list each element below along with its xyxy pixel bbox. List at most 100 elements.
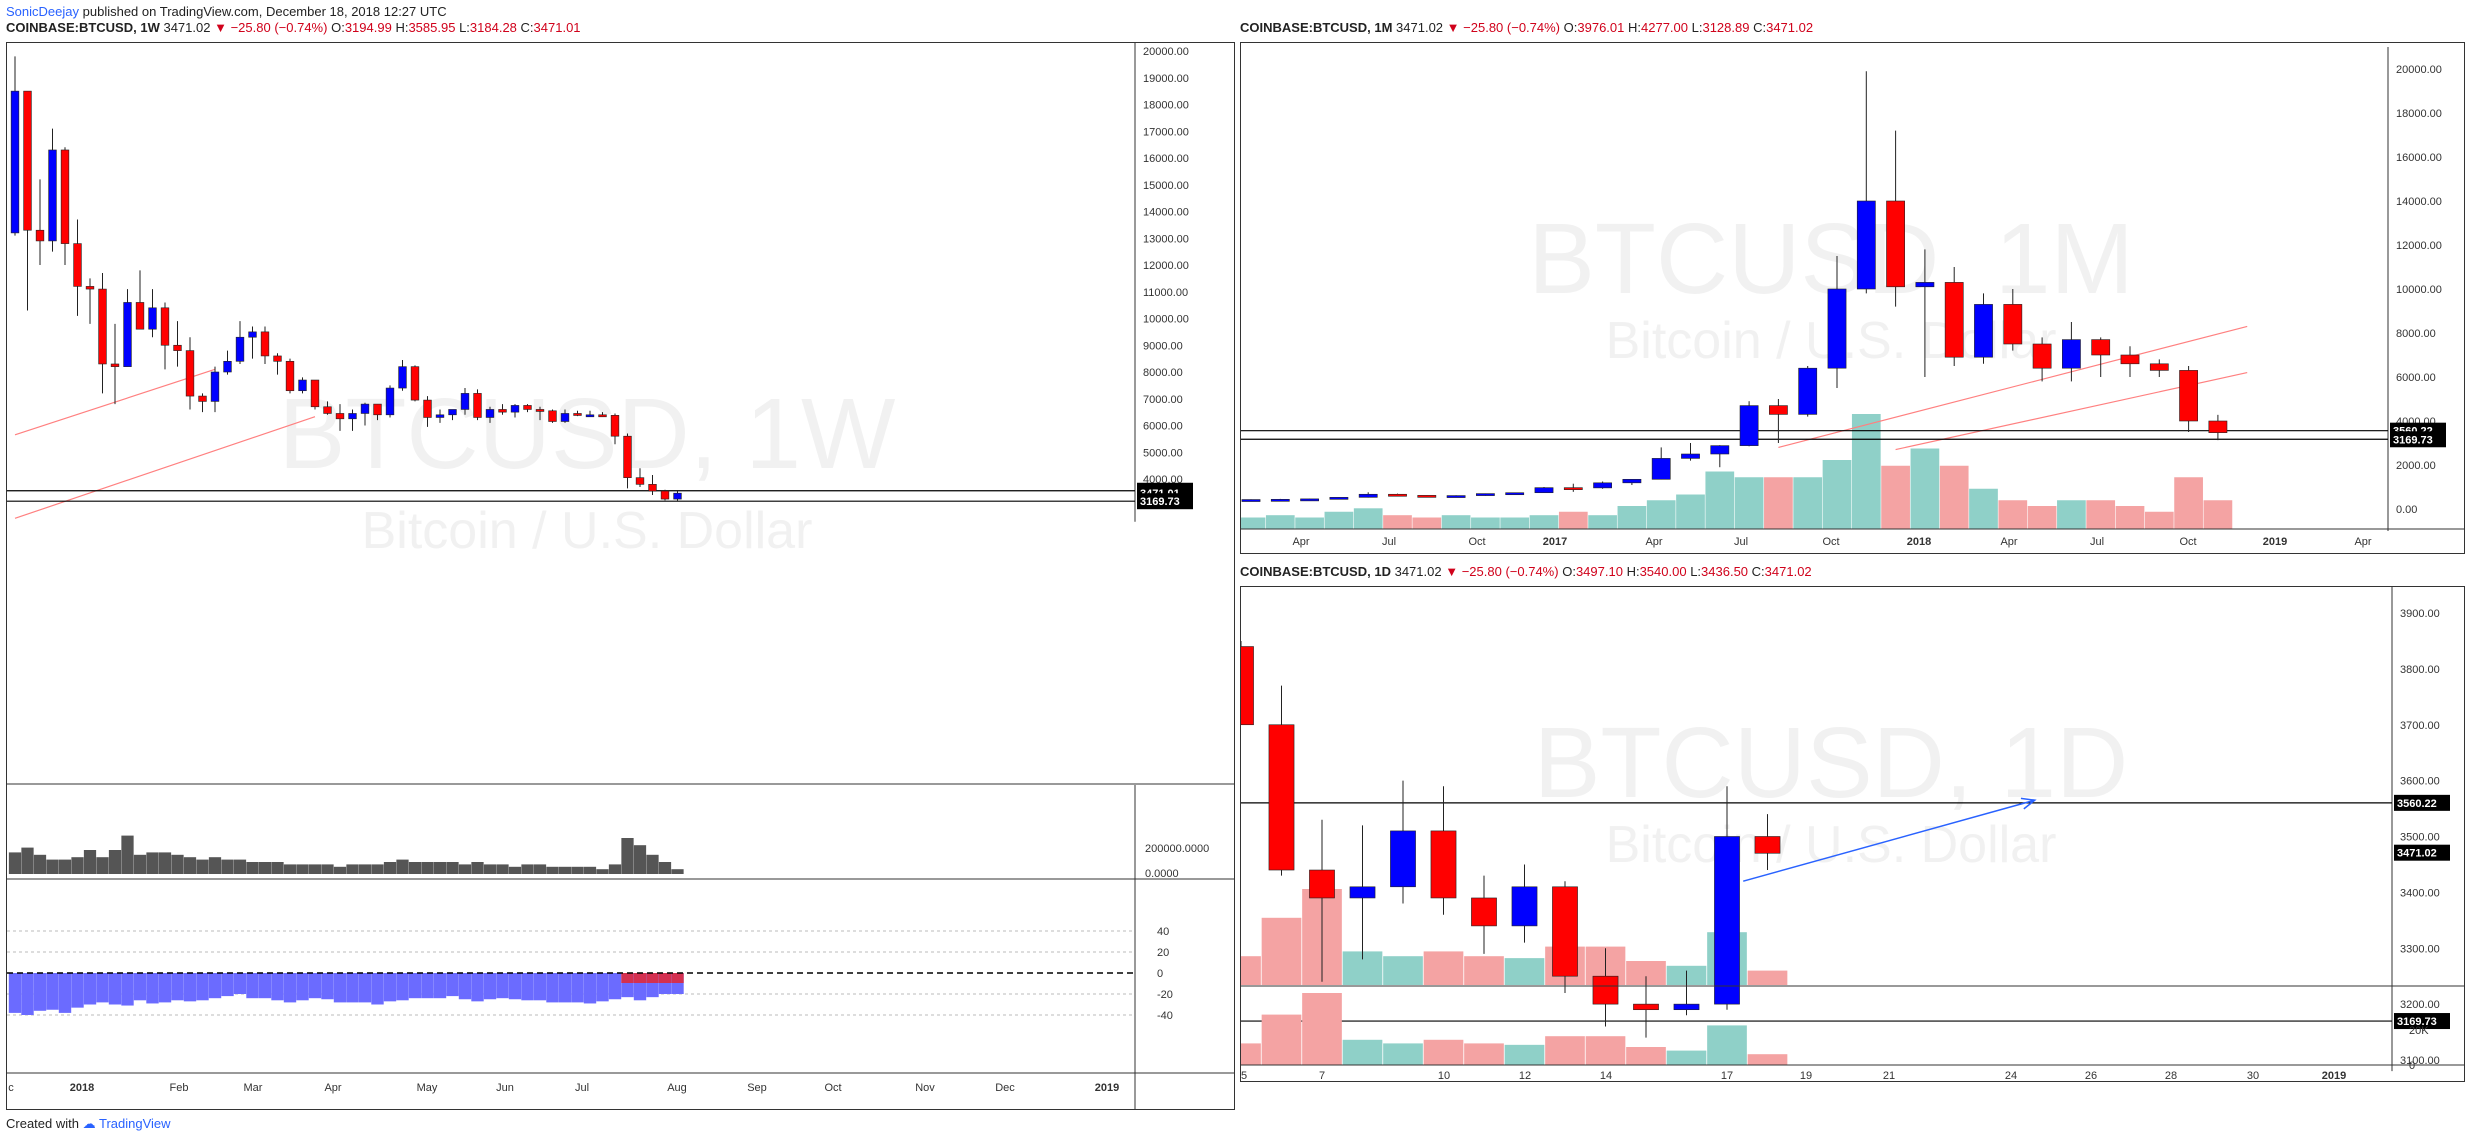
x-tick-label: Oct	[824, 1082, 841, 1094]
monthly-chart-svg[interactable]: BTCUSD, 1M Bitcoin / U.S. Dollar 0.00200…	[1236, 43, 2464, 553]
volume-bar	[483, 864, 497, 874]
candle-body	[1593, 482, 1612, 489]
osc-bar	[321, 973, 334, 1000]
candle-body	[1633, 1003, 1659, 1011]
osc-bar	[183, 973, 197, 1002]
volume-bar	[1441, 515, 1471, 529]
volume-bar	[1423, 951, 1464, 985]
candle-body	[235, 336, 245, 362]
down-arrow-icon: ▼	[1445, 564, 1459, 579]
volume-bar	[1588, 515, 1617, 529]
price-change: −25.80 (−0.74%)	[230, 20, 328, 35]
candle-body	[548, 410, 557, 422]
y-tick-label: 12000.00	[2396, 240, 2442, 252]
y-tick-label: 19000.00	[1143, 73, 1189, 85]
osc-bar	[608, 973, 622, 1000]
candle-body	[2149, 363, 2169, 371]
watermark-title: BTCUSD, 1W	[279, 378, 896, 490]
candle-body	[1754, 836, 1781, 854]
x-tick-label: Sep	[747, 1082, 767, 1094]
y-tick-label: 2000.00	[2396, 460, 2436, 472]
x-tick-label: 12	[1519, 1070, 1531, 1081]
x-tick-label: 10	[1438, 1070, 1450, 1081]
price-tag-bg	[2390, 431, 2446, 448]
osc-bar	[358, 973, 372, 1003]
volume-bar	[1383, 515, 1412, 529]
x-tick-label: 2017	[1543, 536, 1567, 548]
y-tick-label: 18000.00	[2396, 108, 2442, 120]
candle-body	[1270, 499, 1290, 502]
volume-bar	[1747, 1054, 1788, 1065]
candle-body	[510, 405, 520, 413]
volume-bar	[208, 857, 222, 874]
osc-bar	[346, 973, 359, 1003]
candle-body	[98, 288, 107, 365]
volume-bar	[258, 862, 272, 874]
daily-chart-svg[interactable]: BTCUSD, 1D Bitcoin / U.S. Dollar 3100.00…	[1221, 585, 2464, 1082]
candle-body	[73, 243, 82, 287]
candle-body	[460, 393, 470, 410]
y-tick-label: 6000.00	[2396, 372, 2436, 384]
volume-tick-label: 0.0000	[1145, 868, 1179, 880]
monthly-chart-panel[interactable]: BTCUSD, 1M Bitcoin / U.S. Dollar 0.00200…	[1236, 42, 2465, 554]
osc-bar	[283, 973, 297, 1003]
volume-bar	[1881, 465, 1910, 529]
projection-arrow	[1742, 799, 2036, 882]
volume-bar	[1529, 515, 1559, 529]
arrow-head-icon	[2020, 797, 2037, 810]
x-tick-label: Jul	[1382, 536, 1396, 548]
trend-line	[14, 416, 316, 519]
candle-body	[273, 355, 282, 362]
tr-header: COINBASE:BTCUSD, 1M 3471.02 ▼ −25.80 (−0…	[1240, 20, 1813, 35]
symbol-label: COINBASE:BTCUSD, 1D	[1240, 564, 1391, 579]
osc-bar	[8, 973, 22, 1013]
volume-bar	[1302, 993, 1342, 1065]
volume-bar	[1705, 471, 1735, 529]
candle-body	[1534, 487, 1554, 494]
candle-body	[110, 363, 120, 367]
osc-tick-label: -40	[1157, 1010, 1173, 1022]
volume-bar	[446, 862, 459, 874]
weekly-chart-svg[interactable]: BTCUSD, 1W Bitcoin / U.S. Dollar 4000.00…	[7, 29, 1234, 1109]
volume-bar	[1324, 511, 1354, 529]
candle-body	[1886, 200, 1905, 288]
volume-bar	[1998, 500, 2028, 529]
volume-bar	[1412, 517, 1442, 529]
volume-bar	[283, 864, 297, 874]
high-label: H:	[395, 20, 409, 35]
osc-tick-label: 20	[1157, 947, 1169, 959]
volume-bar	[1939, 465, 1969, 529]
price-tag: 3169.73	[1140, 496, 1180, 508]
candle-body	[473, 393, 482, 418]
volume-bar	[183, 857, 197, 874]
candle-body	[2003, 304, 2023, 345]
osc-bar	[83, 973, 97, 1005]
osc-tick-label: 0	[1157, 968, 1163, 980]
osc-bar	[108, 973, 122, 1005]
tradingview-link[interactable]: TradingView	[99, 1116, 171, 1131]
volume-bar	[8, 852, 22, 874]
volume-bar	[658, 862, 672, 874]
weekly-chart-panel[interactable]: BTCUSD, 1W Bitcoin / U.S. Dollar 40 0 0.00…	[6, 29, 1235, 1110]
x-tick-label: Apr	[2354, 536, 2371, 548]
candle-body	[410, 366, 420, 401]
osc-bar	[196, 973, 209, 1001]
volume-bar	[271, 862, 284, 874]
candle-body	[1358, 493, 1378, 498]
candle-body	[1552, 886, 1578, 977]
daily-chart-panel[interactable]: BTCUSD, 1D Bitcoin / U.S. Dollar 3100.00…	[1221, 585, 2465, 1082]
candle-body	[2120, 354, 2140, 365]
candle-body	[660, 490, 670, 500]
osc-bar	[146, 973, 159, 1004]
price-tag: 3169.73	[2393, 434, 2433, 446]
osc-bar-red	[621, 973, 634, 983]
trend-line	[1778, 325, 2248, 448]
volume-bar	[83, 850, 97, 874]
volume-bar	[58, 859, 72, 874]
x-tick-label: Nov	[915, 1082, 935, 1094]
x-tick-label: 24	[2005, 1070, 2017, 1081]
osc-bar	[533, 973, 547, 1001]
volume-bar	[646, 854, 659, 874]
price-tag: 3471.02	[2397, 848, 2437, 860]
author-link[interactable]: SonicDeejay	[6, 4, 79, 19]
